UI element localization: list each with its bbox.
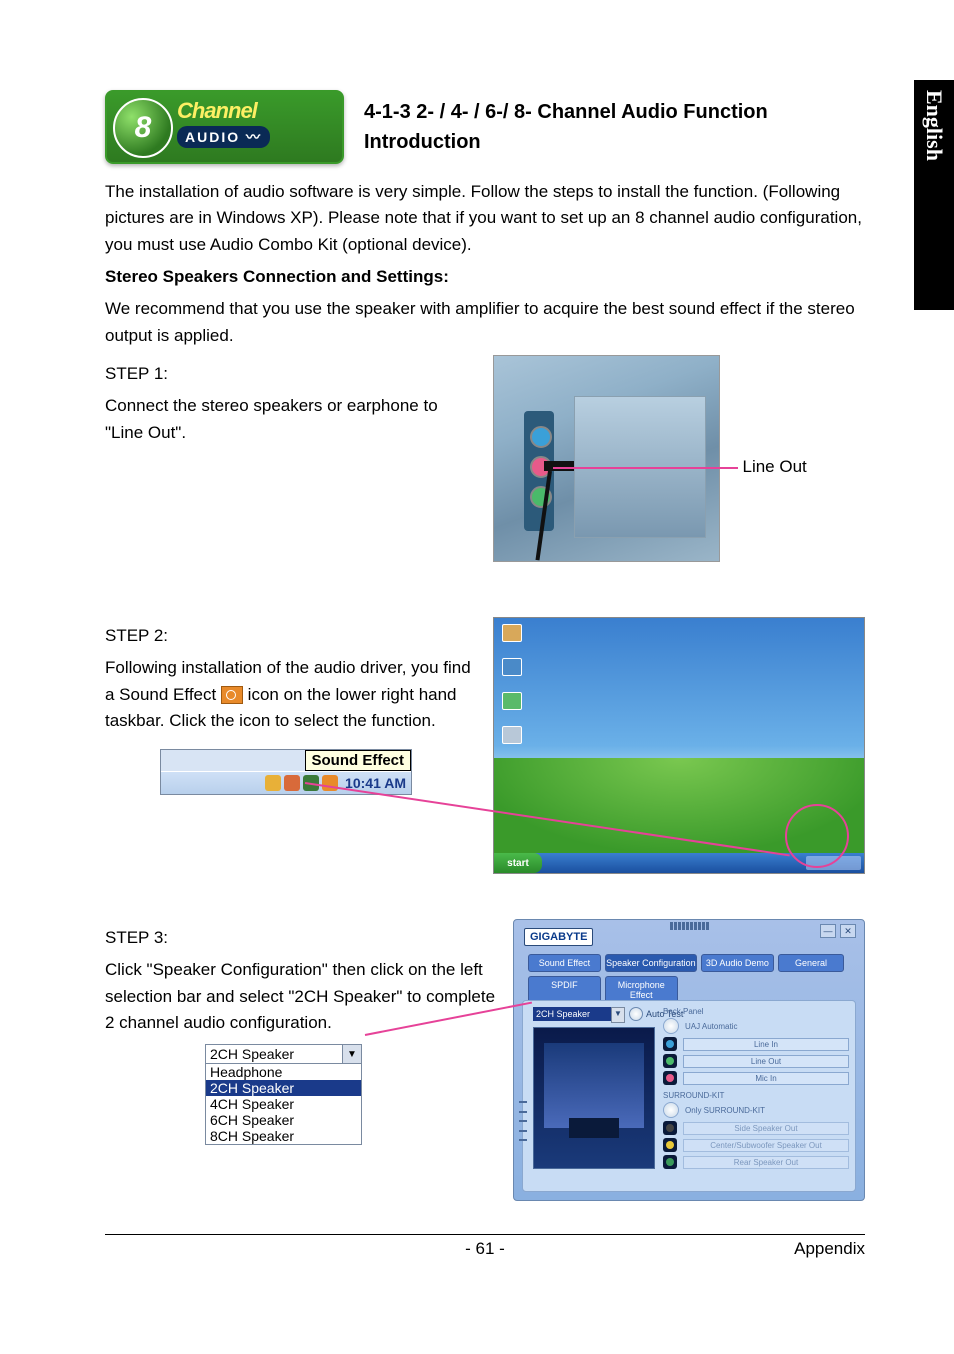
jack-option: Center/Subwoofer Speaker Out <box>683 1139 849 1152</box>
gigabyte-audio-panel: — ✕ GIGABYTE Sound EffectSpeaker Configu… <box>513 919 865 1201</box>
taskbar-screenshot: Sound Effect 10:41 AM <box>160 749 412 795</box>
tray-icon[interactable] <box>284 775 300 791</box>
system-tray: 10:41 AM <box>161 771 411 794</box>
panel-tab[interactable]: General <box>778 954 844 972</box>
jack-icon <box>663 1121 677 1135</box>
jack-row: Side Speaker Out <box>663 1121 849 1135</box>
jack-icon <box>663 1155 677 1169</box>
dropdown-selected: 2CH Speaker <box>206 1045 342 1063</box>
speaker-dropdown[interactable]: 2CH Speaker ▼ Headphone2CH Speaker4CH Sp… <box>205 1044 362 1145</box>
back-panel-photo <box>493 355 720 562</box>
recycle-bin-icon <box>500 726 524 754</box>
dropdown-arrow-icon[interactable]: ▼ <box>342 1045 361 1063</box>
step1-text: Connect the stereo speakers or earphone … <box>105 393 478 446</box>
jack-option: Side Speaker Out <box>683 1122 849 1135</box>
logo-digit: 8 <box>113 98 173 158</box>
page-number: - 61 - <box>105 1239 865 1259</box>
xp-desktop-screenshot: start <box>493 617 865 874</box>
uaj-label: UAJ Automatic <box>685 1021 849 1032</box>
language-tab: English <box>914 80 954 310</box>
panel-dropdown-arrow-icon[interactable]: ▼ <box>611 1007 625 1023</box>
panel-tab[interactable]: 3D Audio Demo <box>701 954 774 972</box>
jack-row: Line Out <box>663 1054 849 1068</box>
jack-option[interactable]: Mic In <box>683 1072 849 1085</box>
panel-grip-icon <box>649 922 729 930</box>
sound-effect-tooltip: Sound Effect <box>305 750 412 771</box>
close-button[interactable]: ✕ <box>840 924 856 938</box>
step3-text: Click "Speaker Configuration" then click… <box>105 957 498 1036</box>
dropdown-option[interactable]: 2CH Speaker <box>206 1080 361 1096</box>
tray-icon[interactable] <box>265 775 281 791</box>
step2-label: STEP 2: <box>105 623 478 649</box>
jack-option: Rear Speaker Out <box>683 1156 849 1169</box>
section-heading: 4-1-3 2- / 4- / 6-/ 8- Channel Audio Fun… <box>364 97 865 157</box>
line-out-label: Line Out <box>743 457 807 477</box>
minimize-button[interactable]: — <box>820 924 836 938</box>
eq-slider-icon <box>519 1101 527 1141</box>
sound-effect-icon <box>221 686 243 704</box>
panel-body: 2CH Speaker ▼ Auto Test Back Panel <box>522 1000 856 1192</box>
surround-group-label: SURROUND-KIT <box>663 1091 849 1100</box>
surround-sub-label: Only SURROUND-KIT <box>685 1105 849 1116</box>
dropdown-option[interactable]: 4CH Speaker <box>206 1096 361 1112</box>
back-panel-group-label: Back Panel <box>663 1007 849 1016</box>
audio-cable <box>535 471 551 561</box>
desktop-icon <box>500 624 524 652</box>
jack-icon <box>663 1054 677 1068</box>
jack-icon <box>663 1037 677 1051</box>
callout-line <box>553 467 738 469</box>
jack-icon <box>663 1138 677 1152</box>
logo-line2: AUDIO 〰 <box>177 126 270 148</box>
logo-line1: Channel <box>177 98 334 124</box>
back-panel-connector-icon <box>663 1018 679 1034</box>
step2-text: Following installation of the audio driv… <box>105 655 478 734</box>
tray-highlight-circle <box>785 804 849 868</box>
jack-icon <box>663 1071 677 1085</box>
auto-test-button-icon[interactable] <box>629 1007 643 1021</box>
step3-label: STEP 3: <box>105 925 498 951</box>
step1-label: STEP 1: <box>105 361 478 387</box>
tray-icon[interactable] <box>322 775 338 791</box>
panel-tab[interactable]: Speaker Configuration <box>605 954 697 972</box>
speaker-room-preview <box>533 1027 655 1169</box>
page-content: 8 Channel AUDIO 〰 4-1-3 2- / 4- / 6-/ 8-… <box>105 90 865 1201</box>
line-out-figure: Line Out <box>493 355 866 562</box>
dropdown-option[interactable]: 8CH Speaker <box>206 1128 361 1144</box>
desktop-icon <box>500 658 524 686</box>
jack-option[interactable]: Line Out <box>683 1055 849 1068</box>
jack-row: Rear Speaker Out <box>663 1155 849 1169</box>
intro-paragraph: The installation of audio software is ve… <box>105 179 865 258</box>
jack-line-in <box>530 426 552 448</box>
panel-tab[interactable]: Sound Effect <box>528 954 601 972</box>
start-button[interactable]: start <box>494 853 542 873</box>
subheading: Stereo Speakers Connection and Settings: <box>105 264 865 290</box>
panel-speaker-select[interactable]: 2CH Speaker <box>533 1007 617 1021</box>
page-footer: - 61 - Appendix <box>105 1234 865 1259</box>
desktop-icon <box>500 692 524 720</box>
dropdown-option[interactable]: Headphone <box>206 1064 361 1080</box>
gigabyte-logo: GIGABYTE <box>524 928 593 946</box>
sub-intro: We recommend that you use the speaker wi… <box>105 296 865 349</box>
dropdown-option[interactable]: 6CH Speaker <box>206 1112 361 1128</box>
dropdown-list[interactable]: Headphone2CH Speaker4CH Speaker6CH Speak… <box>206 1064 361 1144</box>
jack-row: Center/Subwoofer Speaker Out <box>663 1138 849 1152</box>
audio-plug <box>544 461 574 471</box>
jack-row: Line In <box>663 1037 849 1051</box>
channel-audio-logo: 8 Channel AUDIO 〰 <box>105 90 344 164</box>
jack-row: Mic In <box>663 1071 849 1085</box>
surround-connector-icon <box>663 1102 679 1118</box>
jack-option[interactable]: Line In <box>683 1038 849 1051</box>
